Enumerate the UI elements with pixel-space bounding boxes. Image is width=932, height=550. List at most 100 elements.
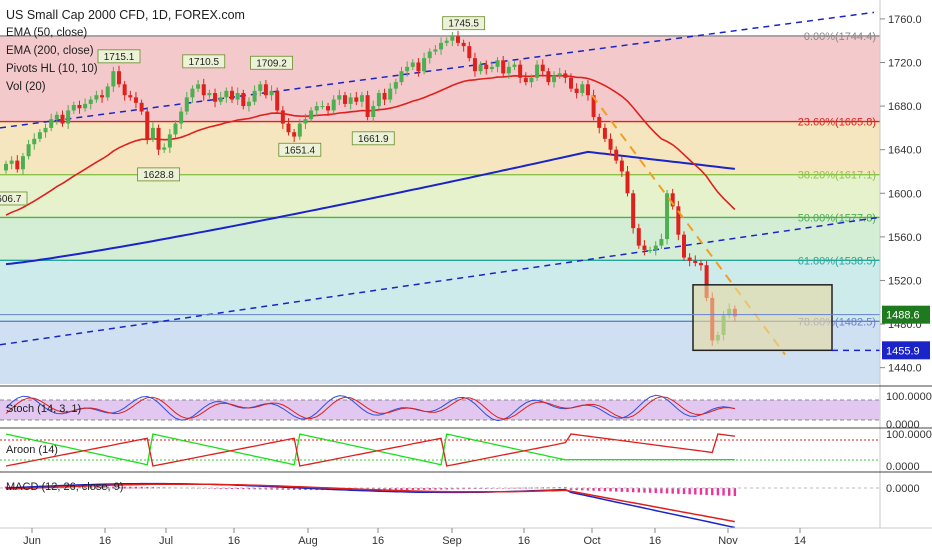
price-tick-label: 1720.0	[888, 57, 922, 69]
candle	[150, 127, 155, 139]
candle	[88, 99, 93, 104]
candle	[653, 245, 658, 250]
candle	[557, 73, 562, 76]
ema50-line	[5, 74, 736, 216]
candle	[49, 119, 54, 128]
fib-label: 50.00%(1577.8)	[798, 212, 876, 224]
macd-histogram-bar	[671, 488, 674, 494]
candle	[580, 84, 585, 94]
macd-signal-line	[5, 483, 735, 523]
candle	[60, 114, 65, 124]
candle	[682, 234, 686, 258]
candle	[427, 51, 432, 59]
candle	[230, 90, 234, 100]
macd-histogram-bar	[581, 488, 584, 491]
candle	[252, 90, 257, 102]
candle	[619, 160, 624, 172]
fib-label: 38.20%(1617.1)	[798, 170, 876, 182]
candle	[190, 88, 195, 98]
macd-histogram-bar	[524, 487, 527, 489]
macd-label: MACD (12, 26, close, 9)	[6, 481, 124, 493]
candle	[484, 64, 489, 70]
candle	[235, 93, 240, 100]
time-tick-label: 16	[518, 535, 530, 547]
candle	[602, 127, 607, 139]
macd-histogram-bar	[637, 488, 640, 493]
candle	[529, 77, 534, 83]
macd-histogram-bar	[383, 488, 386, 491]
candle	[71, 104, 76, 111]
macd-histogram-bar	[225, 488, 228, 489]
candle	[518, 64, 523, 78]
candle	[280, 110, 285, 124]
candle	[139, 102, 144, 112]
candle	[439, 42, 444, 50]
candle	[444, 40, 449, 43]
macd-histogram-bar	[236, 488, 239, 490]
price-tick-label: 1760.0	[888, 14, 922, 26]
candle	[670, 193, 675, 207]
candle	[535, 64, 540, 78]
macd-histogram-bar	[654, 488, 657, 494]
pivot-label: 1661.9	[358, 134, 389, 145]
macd-histogram-bar	[417, 488, 420, 490]
candle	[26, 144, 31, 157]
macd-histogram-bar	[603, 488, 607, 492]
candle	[625, 171, 630, 194]
pivot-label-box	[278, 142, 322, 157]
candle	[574, 88, 579, 94]
fib-band	[0, 121, 880, 175]
candle	[591, 95, 596, 117]
macd-histogram-bar	[140, 486, 143, 489]
lower-trendline	[0, 216, 881, 346]
macd-histogram-bar	[287, 488, 290, 490]
candle	[371, 106, 376, 117]
candle	[365, 95, 370, 117]
macd-histogram-bar	[456, 488, 460, 490]
macd-histogram-bar	[405, 488, 409, 490]
chart-legend: US Small Cap 2000 CFD, 1D, FOREX.com EMA…	[6, 6, 245, 96]
candle	[196, 84, 201, 89]
macd-histogram-bar	[711, 488, 714, 496]
price-tick-label: 1520.0	[888, 275, 922, 287]
candle	[117, 71, 121, 85]
candle	[246, 101, 251, 107]
candle	[399, 71, 404, 83]
macd-histogram-bar	[496, 488, 499, 489]
candle	[693, 260, 698, 264]
candle	[450, 36, 455, 41]
macd-histogram-bar	[270, 488, 273, 490]
candle	[54, 114, 59, 120]
macd-histogram-bar	[230, 488, 234, 489]
stoch-k-line	[5, 394, 735, 422]
candle	[326, 106, 331, 111]
aroon-axis-label: 0.0000	[886, 461, 920, 473]
candle	[687, 257, 692, 261]
candle	[540, 64, 545, 72]
price-tick-label: 1440.0	[888, 363, 922, 375]
pivot-label: 1710.5	[188, 57, 219, 68]
pivot-label-box	[97, 49, 141, 64]
time-tick-label: 16	[649, 535, 661, 547]
candle	[393, 82, 398, 89]
macd-histogram-bar	[631, 488, 635, 493]
candle	[133, 97, 138, 103]
candle	[359, 95, 364, 102]
macd-histogram-bar	[682, 488, 686, 495]
legend-volume: Vol (20)	[6, 81, 46, 93]
price-tick-label: 1560.0	[888, 232, 922, 244]
macd-histogram-bar	[146, 486, 149, 489]
candle	[213, 93, 218, 102]
macd-histogram-bar	[66, 486, 70, 489]
macd-histogram-bar	[609, 488, 612, 492]
time-tick-label: 14	[794, 535, 806, 547]
macd-histogram-bar	[502, 487, 505, 489]
candle	[337, 95, 342, 100]
candle	[405, 66, 410, 72]
macd-histogram-bar	[428, 488, 431, 490]
candle	[501, 60, 506, 74]
macd-histogram-bar	[439, 488, 443, 490]
macd-histogram-bar	[264, 488, 268, 490]
candle	[20, 156, 25, 170]
